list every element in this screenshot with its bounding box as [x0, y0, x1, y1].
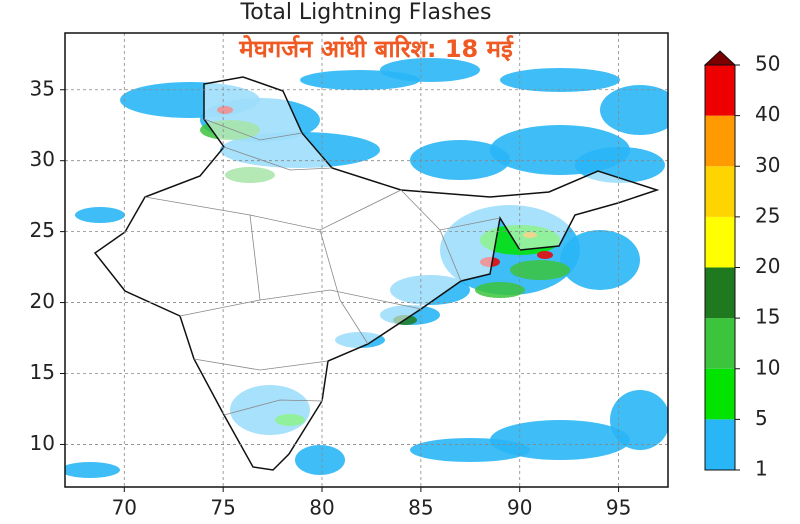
y-tick-label: 20 [30, 289, 55, 313]
colorbar-label: 25 [755, 203, 780, 227]
lightning-cluster [490, 420, 630, 460]
colorbar-segment [705, 318, 735, 369]
x-tick-label: 75 [210, 496, 235, 520]
lightning-cluster [500, 68, 620, 92]
colorbar-label: 15 [755, 305, 780, 329]
lightning-cluster [475, 282, 525, 298]
y-tick-label: 25 [30, 218, 55, 242]
colorbar-segment [705, 216, 735, 268]
colorbar-label: 1 [755, 457, 768, 481]
y-tick-label: 15 [30, 360, 55, 384]
lightning-cluster [295, 445, 345, 475]
colorbar-label: 40 [755, 102, 780, 126]
plot-frame [64, 32, 669, 488]
lightning-cluster [610, 390, 668, 450]
colorbar-segment [705, 65, 735, 116]
colorbar-label: 30 [755, 153, 780, 177]
colorbar-segment [705, 166, 735, 217]
grid [65, 33, 668, 487]
lightning-cluster [600, 85, 668, 135]
x-tick-label: 85 [408, 496, 433, 520]
lightning-cluster [560, 230, 640, 290]
x-tick-label: 90 [507, 496, 532, 520]
y-tick-label: 35 [30, 76, 55, 100]
colorbar-segment [705, 419, 735, 470]
lightning-cluster [537, 251, 553, 259]
colorbar-label: 50 [755, 52, 780, 76]
map-area [65, 33, 668, 487]
state-boundaries [144, 118, 501, 416]
y-tick-label: 30 [30, 147, 55, 171]
colorbar-segment [705, 368, 735, 420]
lightning-cluster [410, 140, 510, 180]
india-outline [93, 76, 660, 471]
lightning-cluster [510, 260, 570, 280]
lightning-cluster [65, 462, 120, 478]
x-tick-label: 70 [112, 496, 137, 520]
map-title: Total Lightning Flashes [240, 0, 492, 25]
x-tick-label: 80 [309, 496, 334, 520]
axes: 70 75 80 85 90 95 10 15 20 25 30 35 [30, 76, 632, 519]
colorbar-segment [705, 115, 735, 167]
y-tick-label: 10 [30, 431, 55, 455]
colorbar-segment [705, 267, 735, 319]
x-tick-label: 95 [606, 496, 631, 520]
lightning-cluster [380, 58, 480, 82]
colorbar-label: 10 [755, 355, 780, 379]
colorbar-extension [703, 50, 737, 66]
colorbar-label: 20 [755, 254, 780, 278]
lightning-cluster [75, 207, 125, 223]
annotation: मेघगर्जन आंधी बारिश: 18 मई [238, 35, 514, 63]
colorbar-label: 5 [755, 406, 768, 430]
